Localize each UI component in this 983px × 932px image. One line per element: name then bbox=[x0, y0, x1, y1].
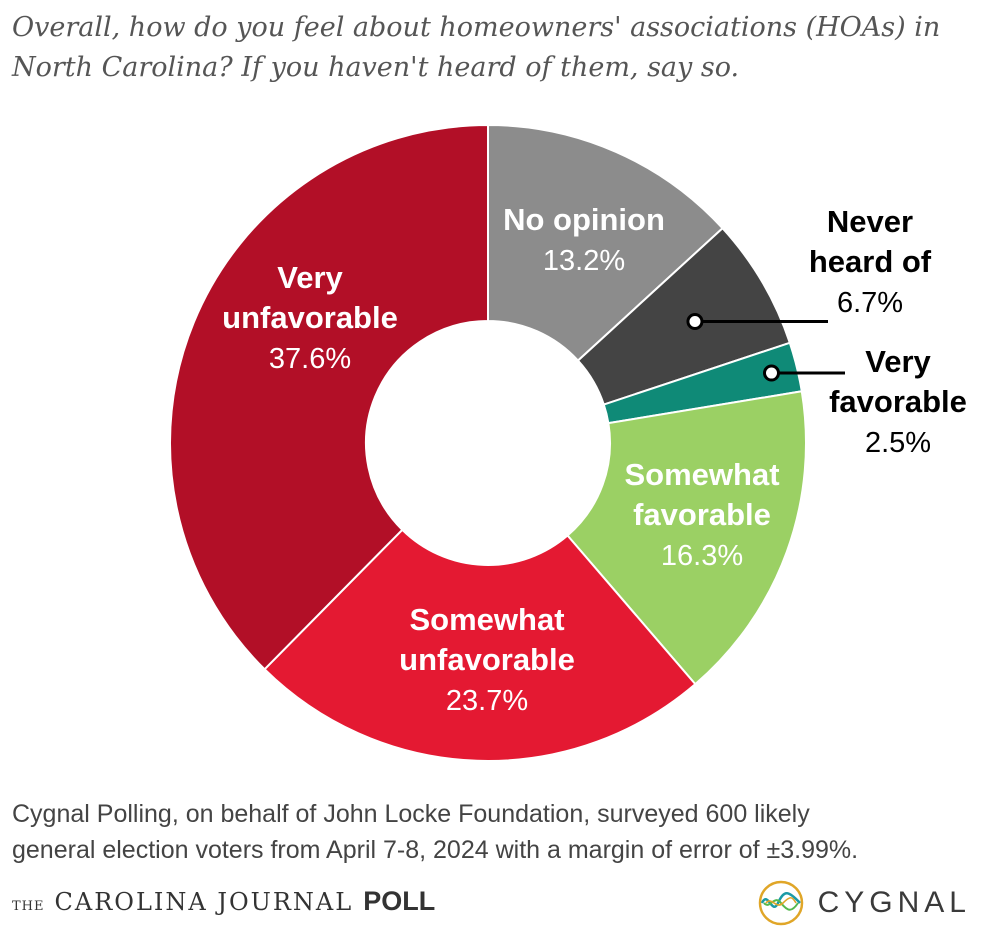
cygnal-wave-icon bbox=[758, 880, 803, 926]
slice-label-somewhat-favorable: Somewhat bbox=[624, 457, 779, 492]
leader-dot-very-favorable bbox=[762, 364, 780, 382]
slice-no-opinion bbox=[487, 123, 724, 363]
slice-label-never-heard-of: Never bbox=[827, 204, 913, 239]
footnote: Cygnal Polling, on behalf of John Locke … bbox=[12, 796, 977, 868]
footnote-line-2: general election voters from April 7-8, … bbox=[12, 836, 859, 864]
brand-name: CAROLINA JOURNAL bbox=[54, 888, 354, 916]
data-label-somewhat-unfavorable: 23.7% bbox=[446, 685, 528, 717]
data-label-no-opinion: 13.2% bbox=[543, 245, 625, 277]
leader-lines bbox=[686, 312, 845, 382]
slice-somewhat-unfavorable bbox=[263, 528, 697, 762]
donut-slices bbox=[169, 123, 807, 762]
slice-label-very-favorable: Very bbox=[865, 344, 931, 379]
slice-label-never-heard-of: heard of bbox=[809, 244, 932, 279]
slice-label-somewhat-favorable: favorable bbox=[633, 497, 771, 532]
cygnal-wordmark: CYGNAL bbox=[817, 886, 971, 919]
footnote-line-1: Cygnal Polling, on behalf of John Locke … bbox=[12, 800, 810, 828]
slice-label-somewhat-unfavorable: unfavorable bbox=[399, 642, 575, 677]
slice-label-no-opinion: No opinion bbox=[503, 202, 665, 237]
donut-chart: No opinion 13.2% Never heard of 6.7% Very favo… bbox=[169, 123, 967, 762]
slice-very-unfavorable bbox=[169, 123, 489, 671]
slice-somewhat-favorable bbox=[566, 390, 807, 686]
slice-labels: No opinion 13.2% Never heard of 6.7% Very favo… bbox=[222, 202, 967, 717]
chart-title: Overall, how do you feel about homeowner… bbox=[12, 12, 941, 83]
slice-label-very-unfavorable: unfavorable bbox=[222, 300, 398, 335]
data-label-somewhat-favorable: 16.3% bbox=[661, 540, 743, 572]
carolina-journal-poll-logo: THE CAROLINA JOURNAL POLL bbox=[12, 886, 435, 926]
data-label-very-favorable: 2.5% bbox=[865, 427, 931, 459]
data-label-very-unfavorable: 37.6% bbox=[269, 343, 351, 375]
slice-label-somewhat-unfavorable: Somewhat bbox=[409, 602, 564, 637]
slice-label-very-favorable: favorable bbox=[829, 384, 967, 419]
cygnal-logo: CYGNAL bbox=[758, 878, 971, 928]
data-label-never-heard-of: 6.7% bbox=[837, 287, 903, 319]
brand-poll: POLL bbox=[363, 886, 436, 916]
brand-the: THE bbox=[12, 899, 45, 914]
slice-label-very-unfavorable: Very bbox=[277, 260, 343, 295]
leader-dot-never-heard-of bbox=[686, 312, 704, 330]
